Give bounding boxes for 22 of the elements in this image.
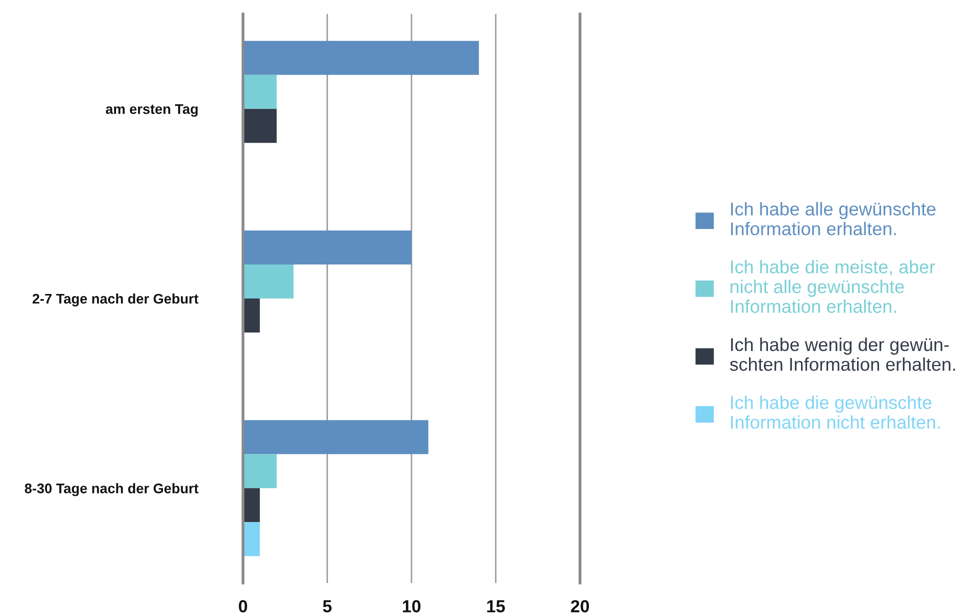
- bar: [243, 108, 277, 143]
- y-tick-label: 2-7 Tage nach der Geburt: [32, 293, 198, 306]
- bar: [243, 420, 428, 454]
- bar: [243, 40, 479, 75]
- legend-label: Ich habe alle gewünschte Information erhalten.: [731, 202, 936, 236]
- bar: [243, 298, 260, 332]
- legend-label: Ich habe wenig der gewün- schten Information erhalten.: [730, 338, 956, 371]
- x-tick-label: 20: [570, 600, 589, 612]
- bar: [243, 230, 412, 264]
- bar: [243, 74, 277, 109]
- x-tick-label: 5: [322, 600, 332, 612]
- x-tick-label: 0: [238, 600, 248, 612]
- y-tick-label: am ersten Tag: [106, 104, 198, 117]
- x-tick-label: 10: [402, 600, 420, 612]
- x-tick-label: 15: [487, 600, 505, 612]
- bar: [243, 522, 260, 556]
- bar: [243, 454, 277, 488]
- bar: [243, 488, 260, 522]
- y-tick-label: 8-30 Tage nach der Geburt: [24, 483, 198, 496]
- legend-label: Ich habe die gewünschte Information nicht erhalten.: [731, 396, 940, 429]
- legend-label: Ich habe die meiste, aber nicht alle gewünschte Information erhalten.: [730, 260, 935, 313]
- bar: [243, 264, 294, 298]
